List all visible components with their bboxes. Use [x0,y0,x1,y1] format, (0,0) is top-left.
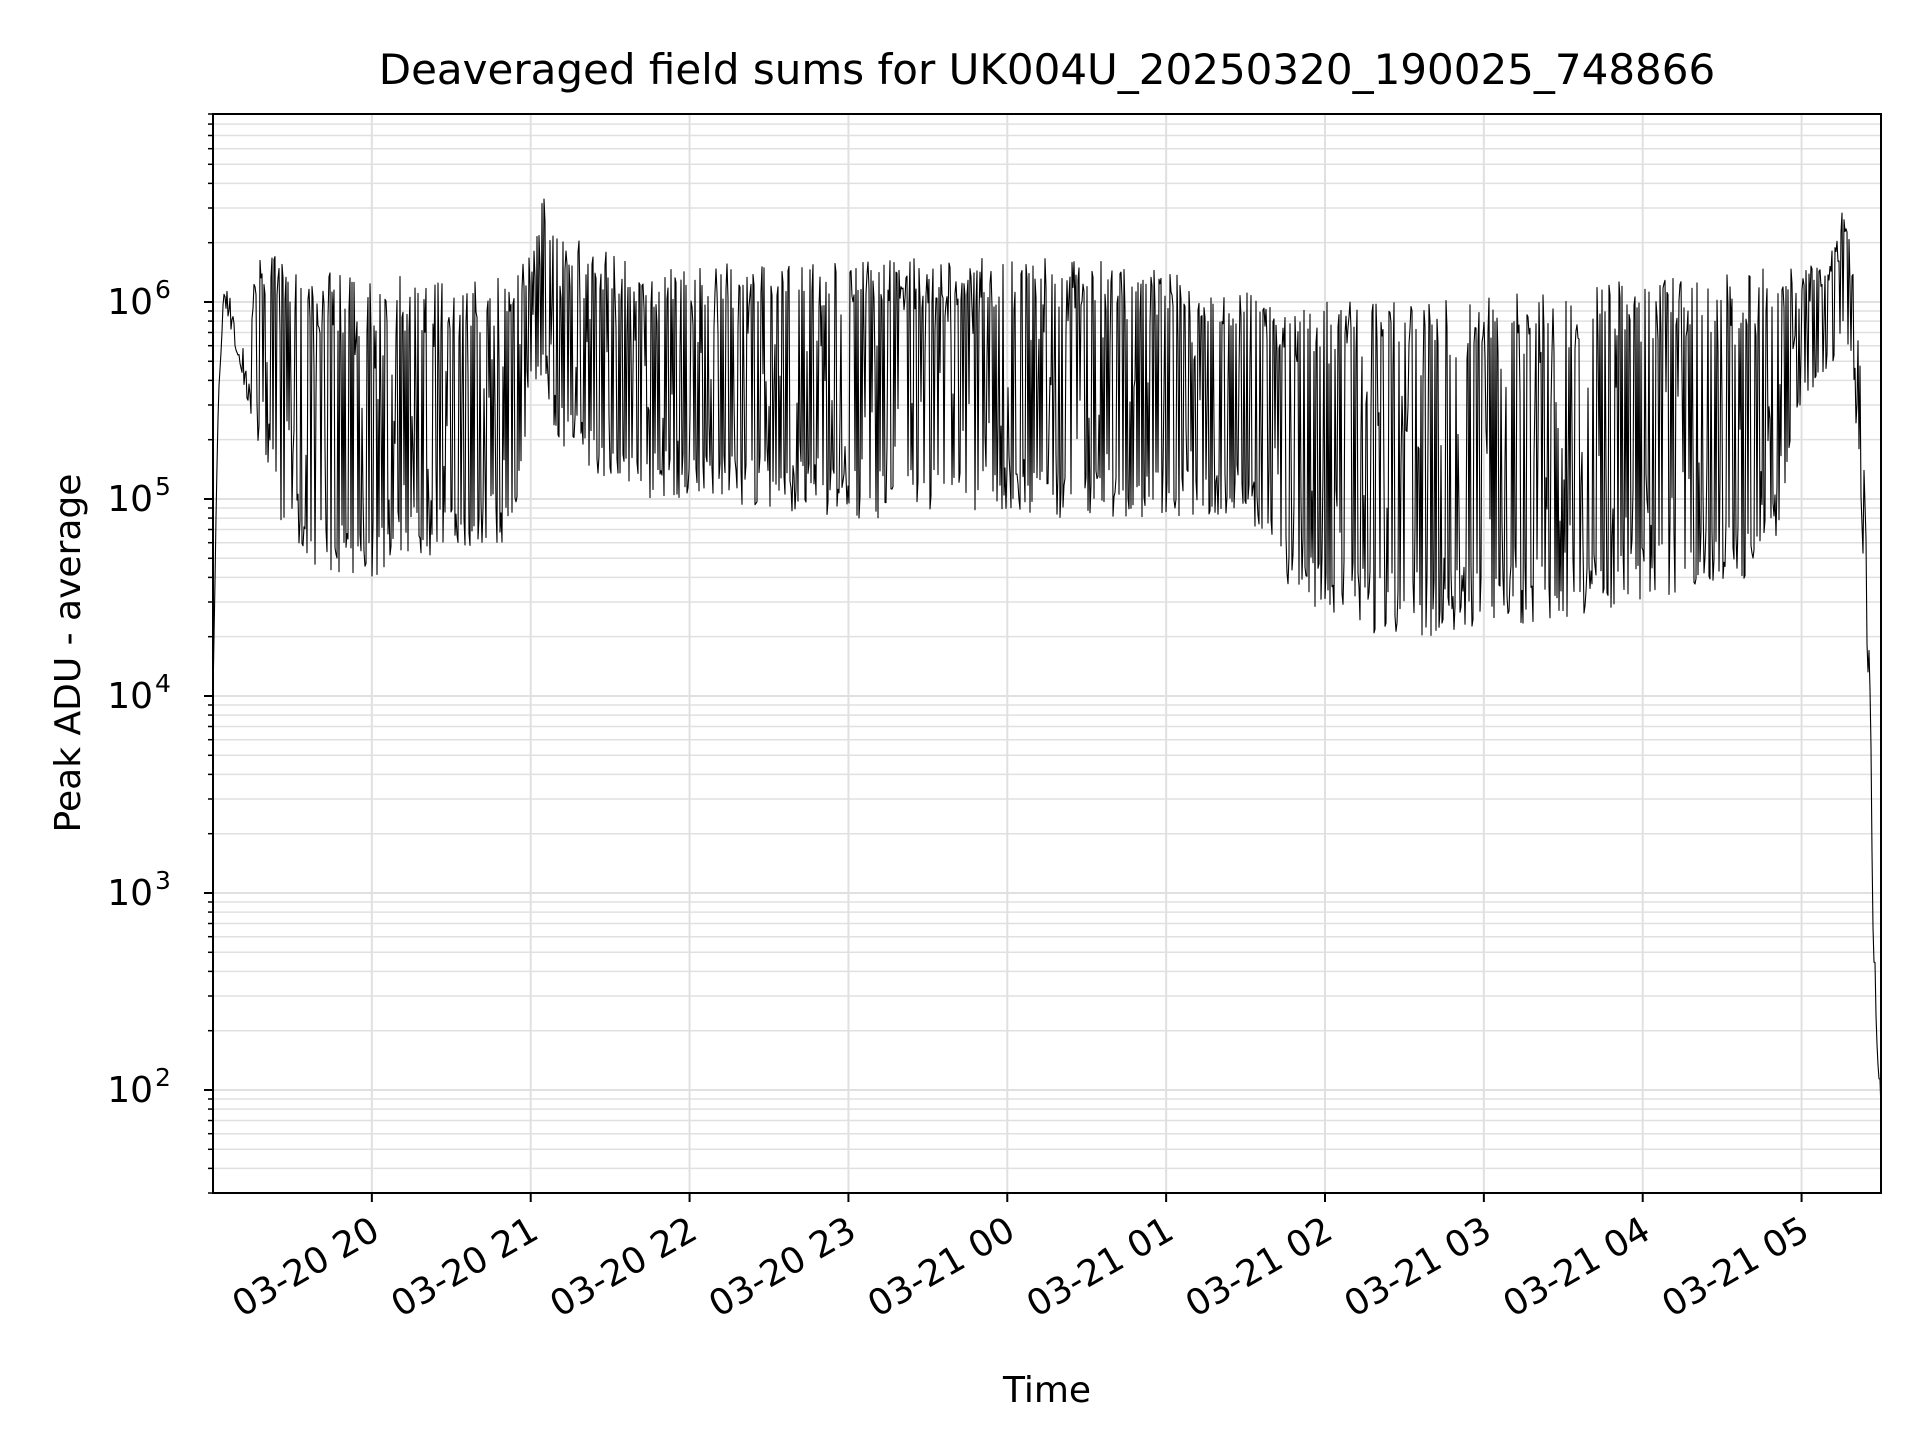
y-tick-label: 10 [107,1070,153,1111]
y-axis-label: Peak ADU - average [48,474,89,833]
y-tick-label-exponent: 4 [155,669,171,698]
x-axis-label: Time [1002,1370,1091,1411]
chart-title: Deaveraged field sums for UK004U_2025032… [379,45,1715,94]
series-line [212,198,1882,1111]
series-layer [212,198,1882,1111]
y-tick-label: 10 [107,873,153,914]
y-tick-label-exponent: 5 [155,472,171,501]
y-tick-label: 10 [107,479,153,520]
y-tick-label-exponent: 6 [155,275,171,304]
y-tick-label: 10 [107,282,153,323]
grid [213,113,1881,1194]
y-tick-label: 10 [107,676,153,717]
plot-frame [212,113,1882,1194]
y-tick-label-exponent: 3 [155,866,171,895]
y-tick-label-exponent: 2 [155,1063,171,1092]
